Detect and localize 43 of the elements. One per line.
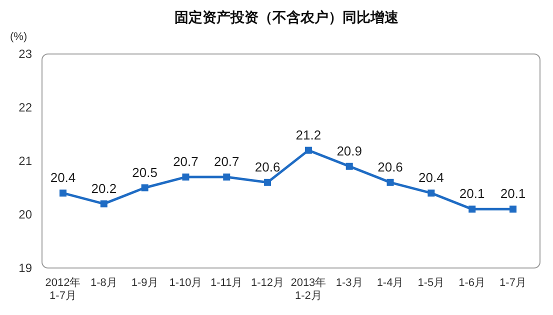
data-label: 21.2 [296,127,322,142]
data-label: 20.6 [378,159,403,174]
x-tick-label: 1-11月 [210,277,243,289]
chart-title: 固定资产投资（不含农户）同比增速 [174,9,400,25]
x-tick-label: 1-5月 [418,277,445,289]
data-label: 20.4 [50,170,76,186]
data-label: 20.1 [459,186,485,202]
point [100,200,108,208]
x-tick-label: 2013年 1-2月 [290,277,326,302]
point [346,162,353,170]
data-label: 20.4 [418,170,444,186]
x-tick-label: 1-9月 [131,277,158,289]
y-tick-label: 19 [18,261,32,275]
point [510,206,516,213]
point [264,178,272,186]
x-tick-label: 1-10月 [169,277,202,289]
point [182,174,190,181]
data-label: 20.2 [91,180,117,196]
x-tick-label: 1-8月 [90,277,118,289]
data-label: 20.5 [132,164,158,180]
point [386,178,394,186]
x-tick-label: 1-6月 [458,277,486,289]
point [60,190,66,197]
x-tick-label: 1-4月 [376,277,404,289]
data-label: 20.7 [214,154,240,170]
point [304,146,312,154]
point [428,190,435,197]
y-axis-title: (%) [10,31,28,43]
y-tick-label: 21 [18,154,32,168]
data-label: 20.1 [500,186,526,202]
y-tick-label: 22 [18,100,32,114]
data-label: 20.6 [254,159,280,174]
data-label: 20.7 [173,154,198,170]
point [141,184,148,192]
x-tick-label: 1-3月 [336,277,363,289]
point [468,206,476,213]
point [223,174,230,181]
x-tick-label: 2012年 1-7月 [45,277,81,302]
y-tick-label: 23 [18,47,32,61]
y-tick-label: 20 [18,208,32,222]
x-tick-label: 1-7月 [500,277,526,289]
data-label: 20.9 [336,143,362,158]
x-tick-label: 1-12月 [251,277,284,289]
